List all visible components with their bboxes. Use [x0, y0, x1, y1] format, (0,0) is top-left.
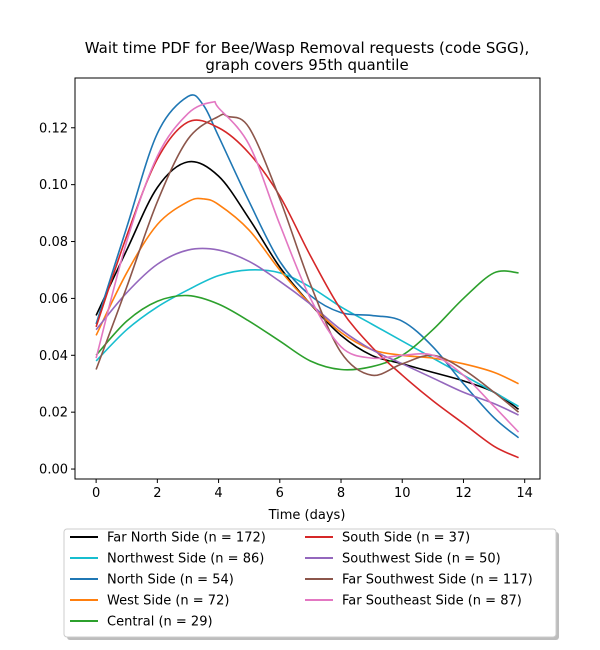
legend-label: North Side (n = 54) — [107, 573, 234, 588]
legend-label: Northwest Side (n = 86) — [107, 552, 264, 567]
legend-label: Far Southeast Side (n = 87) — [342, 594, 522, 609]
legend-label: Southwest Side (n = 50) — [342, 552, 501, 567]
legend: Far North Side (n = 172) Northwest Side (… — [63, 528, 559, 640]
series-line-5 — [95, 119, 519, 459]
series-line-7 — [95, 113, 520, 413]
x-tick-label: 12 — [455, 486, 472, 501]
x-tick-label: 6 — [276, 486, 284, 501]
y-tick-label: 0.08 — [39, 235, 68, 250]
y-axis-ticks: 0.00 0.02 0.04 0.06 0.08 0.10 0.12 — [39, 121, 75, 478]
series-group — [95, 94, 520, 459]
legend-label: Far Southwest Side (n = 117) — [342, 573, 533, 588]
y-tick-label: 0.02 — [39, 406, 68, 421]
x-tick-label: 14 — [516, 486, 533, 501]
chart-title-line-2: graph covers 95th quantile — [205, 56, 408, 74]
y-tick-label: 0.00 — [39, 463, 68, 478]
series-line-6 — [95, 247, 519, 416]
y-tick-label: 0.04 — [39, 349, 68, 364]
x-tick-label: 10 — [394, 486, 411, 501]
x-tick-label: 8 — [337, 486, 345, 501]
series-line-4 — [95, 270, 519, 371]
y-tick-label: 0.06 — [39, 292, 68, 307]
x-tick-label: 2 — [153, 486, 161, 501]
x-tick-label: 0 — [92, 486, 100, 501]
y-tick-label: 0.10 — [39, 178, 68, 193]
plot-area-frame — [74, 77, 541, 480]
legend-label: Far North Side (n = 172) — [107, 531, 266, 546]
legend-label: Central (n = 29) — [107, 615, 213, 630]
x-axis-label: Time (days) — [268, 508, 346, 523]
series-line-8 — [95, 100, 520, 433]
y-tick-label: 0.12 — [39, 121, 68, 136]
legend-box — [63, 528, 557, 638]
legend-items: Far North Side (n = 172) Northwest Side (… — [70, 531, 533, 630]
legend-label: West Side (n = 72) — [107, 594, 229, 609]
series-line-2 — [95, 94, 520, 439]
chart-title-line-1: Wait time PDF for Bee/Wasp Removal reque… — [85, 39, 529, 57]
x-axis-ticks: 0 2 4 6 8 10 12 14 — [92, 479, 533, 501]
legend-label: South Side (n = 37) — [342, 531, 470, 546]
series-line-1 — [95, 269, 519, 408]
x-tick-label: 4 — [214, 486, 222, 501]
